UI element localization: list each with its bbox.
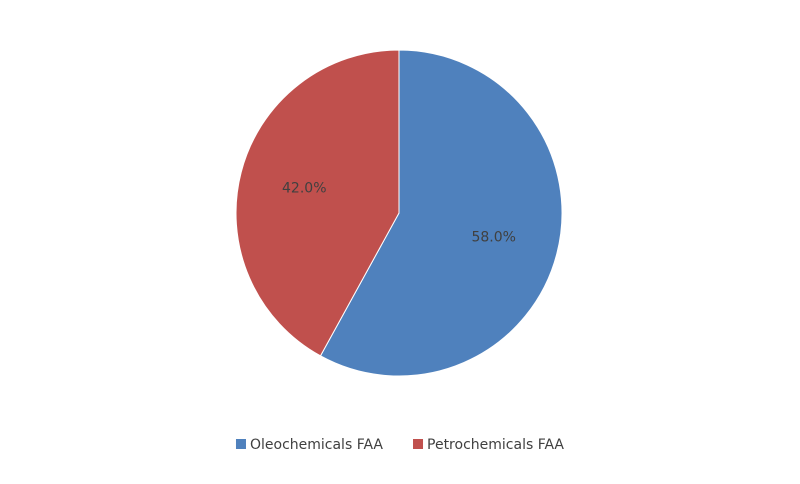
legend-swatch [413,439,424,449]
data-label: 42.0% [282,181,326,197]
legend-label: Oleochemicals FAA [250,437,383,453]
pie-slice [235,49,400,357]
pie: 58.0% 42.0% [235,49,563,377]
legend-swatch [235,439,246,449]
pie-slice [319,49,563,377]
legend-label: Petrochemicals FAA [427,437,564,453]
data-label: 58.0% [471,229,515,245]
legend: Oleochemicals FAA Petrochemicals FAA [235,437,564,453]
